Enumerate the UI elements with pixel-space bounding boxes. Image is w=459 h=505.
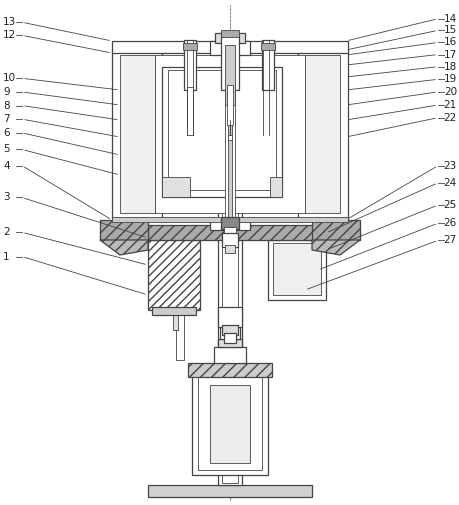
Bar	[220, 30, 239, 37]
Bar	[188, 363, 271, 377]
Bar	[168, 70, 275, 190]
Text: 21: 21	[443, 100, 456, 110]
Text: 23: 23	[443, 161, 456, 171]
Polygon shape	[100, 240, 148, 255]
Bar	[176, 240, 184, 360]
Bar	[210, 218, 249, 230]
Polygon shape	[311, 240, 359, 255]
Text: 8: 8	[3, 100, 10, 111]
Bar	[268, 238, 325, 300]
Bar	[269, 177, 281, 197]
Bar	[218, 339, 241, 347]
Text: 5: 5	[3, 144, 10, 155]
Text: 16: 16	[443, 37, 456, 47]
Text: 7: 7	[3, 114, 10, 124]
Bar	[162, 67, 281, 197]
Bar	[218, 307, 241, 327]
Bar	[222, 197, 237, 483]
Bar	[311, 220, 359, 240]
Text: 12: 12	[3, 30, 16, 40]
Bar	[148, 485, 311, 497]
Bar	[268, 232, 325, 240]
Text: 17: 17	[443, 49, 456, 60]
Bar	[222, 325, 237, 335]
Bar	[272, 243, 320, 295]
Text: 20: 20	[443, 87, 456, 97]
Bar	[183, 43, 196, 50]
Bar	[100, 220, 148, 240]
Bar	[112, 41, 347, 53]
Bar	[224, 227, 235, 235]
Bar	[187, 87, 193, 135]
Bar	[197, 375, 262, 470]
Bar	[155, 55, 304, 213]
Bar	[214, 33, 245, 43]
Text: 18: 18	[443, 62, 456, 72]
Bar	[151, 307, 196, 315]
Text: 27: 27	[443, 235, 456, 245]
Text: 15: 15	[443, 25, 456, 35]
Bar	[260, 43, 274, 50]
Bar	[224, 45, 235, 105]
Bar	[112, 50, 162, 220]
Text: 2: 2	[3, 227, 10, 237]
Bar	[210, 385, 249, 463]
Text: 13: 13	[3, 17, 16, 27]
Bar	[228, 50, 231, 220]
Bar	[191, 370, 268, 475]
Text: 9: 9	[3, 87, 10, 97]
Text: 24: 24	[443, 178, 456, 188]
Text: 22: 22	[443, 113, 456, 123]
Bar	[304, 55, 339, 213]
Bar	[219, 327, 240, 339]
Text: 14: 14	[443, 14, 456, 24]
Text: 19: 19	[443, 74, 456, 84]
Text: 1: 1	[3, 251, 10, 262]
Bar	[184, 40, 196, 90]
Bar	[226, 85, 233, 125]
Polygon shape	[100, 225, 359, 240]
Bar	[224, 245, 235, 253]
Text: 6: 6	[3, 128, 10, 138]
Bar	[220, 35, 239, 90]
Text: 3: 3	[3, 192, 10, 203]
Bar	[222, 233, 237, 247]
Bar	[220, 217, 239, 229]
Text: 4: 4	[3, 161, 10, 171]
Bar	[210, 41, 249, 55]
Text: 10: 10	[3, 73, 16, 83]
Bar	[224, 333, 235, 343]
Bar	[228, 135, 231, 140]
Bar	[297, 50, 347, 220]
Bar	[224, 50, 235, 220]
Bar	[262, 40, 274, 90]
Bar	[162, 177, 190, 197]
Bar	[112, 217, 347, 222]
Bar	[218, 195, 241, 485]
Bar	[173, 262, 178, 330]
Bar	[148, 232, 200, 240]
Bar	[148, 238, 200, 310]
Text: 26: 26	[443, 218, 456, 228]
Bar	[120, 55, 155, 213]
Bar	[213, 347, 246, 363]
Text: 25: 25	[443, 200, 456, 210]
